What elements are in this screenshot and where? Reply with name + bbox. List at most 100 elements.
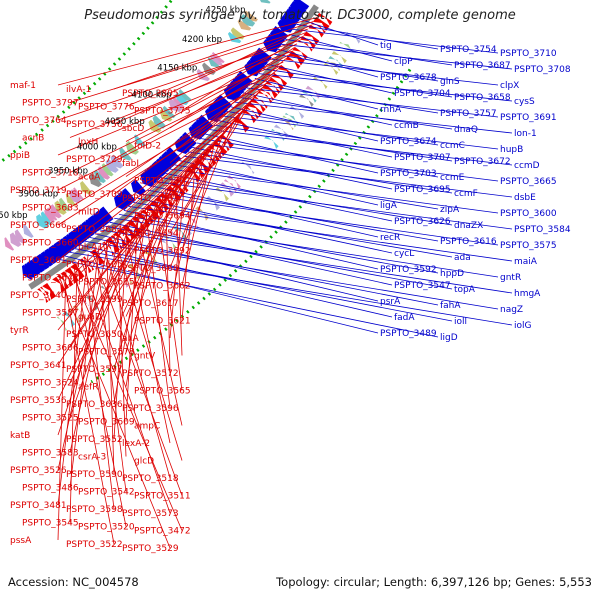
gene-label: PSPTO_3578: [78, 348, 135, 358]
connector-line: [57, 124, 231, 261]
connector-line: [174, 164, 439, 210]
gene-label: clpP: [394, 57, 413, 67]
minus-strand-gene: [233, 117, 250, 133]
gene-label: aefR: [78, 383, 98, 393]
connector-line: [95, 248, 127, 492]
annotation-feature: [135, 258, 149, 273]
scale-tick-label: 3900 kbp: [18, 189, 58, 199]
connector-line: [73, 264, 127, 527]
connector-line: [125, 32, 306, 107]
gene-label: PSPTO_3529: [122, 544, 179, 554]
gene-label: pssA: [10, 536, 32, 546]
scale-tick-label: 4200 kbp: [182, 35, 222, 45]
annotation-feature: [237, 19, 252, 31]
gene-label: PSPTO_3692: [134, 247, 191, 257]
plus-strand-gene: [131, 179, 147, 196]
connector-line: [113, 65, 281, 160]
connector-line: [69, 28, 308, 103]
annotation-feature: [134, 134, 146, 147]
gene-label: PSPTO_3654: [122, 229, 179, 239]
minus-strand-gene: [250, 98, 266, 113]
connector-line: [296, 23, 439, 50]
gene-label: PSPTO_3573: [122, 509, 179, 519]
minus-strand-gene: [300, 35, 316, 50]
connector-line: [113, 86, 264, 195]
connector-line: [57, 83, 267, 191]
gene-label: sbcD: [122, 124, 144, 134]
gene-label: PSPTO_3709: [66, 190, 123, 200]
gene-label: plcA1: [78, 243, 103, 253]
gene-label: gntV: [134, 352, 156, 362]
connector-line: [123, 225, 171, 444]
gene-label: PSPTO_3598: [66, 505, 123, 515]
connector-line: [181, 161, 196, 321]
gene-label: ppiB: [10, 151, 30, 161]
gene-label: tig: [380, 41, 392, 51]
connector-line: [57, 17, 316, 86]
gene-label: PSPTO_3597: [66, 365, 123, 375]
gene-label: PSPTO_3757: [440, 109, 497, 119]
annotation-feature: [4, 237, 15, 251]
connector-line: [196, 142, 499, 182]
gene-label: ccmB: [394, 121, 419, 131]
annotation-feature: [207, 57, 221, 68]
gene-label: PSPTO_3624: [22, 379, 79, 389]
connector-line: [258, 73, 513, 102]
annotation-feature: [339, 41, 354, 53]
connector-line: [84, 240, 499, 310]
connector-line: [69, 210, 143, 418]
gene-label: ligA: [380, 201, 398, 211]
gene-label: maf-1: [10, 81, 36, 91]
connector-line: [57, 164, 193, 331]
connector-line: [69, 173, 183, 348]
annotation-feature: [260, 0, 271, 4]
gene-label: PSPTO_3756: [66, 120, 123, 130]
annotation-feature: [289, 105, 305, 119]
scale-tick-label: 4100 kbp: [132, 91, 172, 101]
annotation-feature: [305, 85, 321, 99]
gene-label: PSPTO_3718: [22, 169, 79, 179]
minus-strand-gene: [37, 288, 49, 303]
connector-line: [61, 272, 115, 545]
gene-label: PSPTO_3662: [134, 282, 191, 292]
gene-label: PSPTO_3710: [500, 49, 557, 59]
gene-label: guaD: [78, 313, 102, 323]
annotation-feature: [178, 221, 192, 237]
connector-line: [91, 250, 183, 496]
gene-label: ccmE: [440, 173, 465, 183]
connector-line: [59, 259, 439, 338]
gene-label: PSPTO_3617: [122, 299, 179, 309]
connector-line: [134, 216, 183, 426]
connector-line: [250, 82, 439, 114]
gene-label: PSPTO_3719: [10, 186, 67, 196]
minus-strand-gene: [52, 276, 66, 293]
gene-label: dsbE: [514, 193, 536, 203]
scale-tick-label: 4050 kbp: [105, 117, 145, 127]
plus-strand-gene: [113, 194, 128, 211]
connector-line: [114, 217, 499, 278]
gene-label: PSPTO_3615: [78, 278, 135, 288]
gene-label: maiA: [514, 257, 538, 267]
gene-label: PSPTO_3764: [10, 116, 67, 126]
connector-line: [213, 124, 453, 162]
scale-tick-label: 3950 kbp: [48, 166, 88, 176]
connector-line: [113, 21, 314, 90]
connector-line: [69, 72, 275, 173]
gene-label: PSPTO_3647: [22, 274, 79, 284]
gene-label: PSPTO_3660: [22, 239, 79, 249]
connector-line: [262, 68, 453, 98]
gene-label: PSPTO_3707: [394, 153, 451, 163]
gene-label: hupB: [500, 145, 523, 155]
connector-line: [292, 28, 499, 54]
gene-label: lexA-2: [122, 439, 150, 449]
connector-line: [144, 207, 171, 409]
gene-label: PSPTO_3489: [380, 329, 437, 339]
gene-label: PSPTO_3592: [380, 265, 437, 275]
annotation-feature: [144, 250, 158, 266]
gene-label: PSPTO_3565: [134, 387, 191, 397]
connector-line: [64, 255, 379, 334]
gene-label: PSPTO_3596: [122, 404, 179, 414]
gene-label: PSPTO_3626: [394, 217, 451, 227]
gene-label: PSPTO_3625: [66, 260, 123, 270]
